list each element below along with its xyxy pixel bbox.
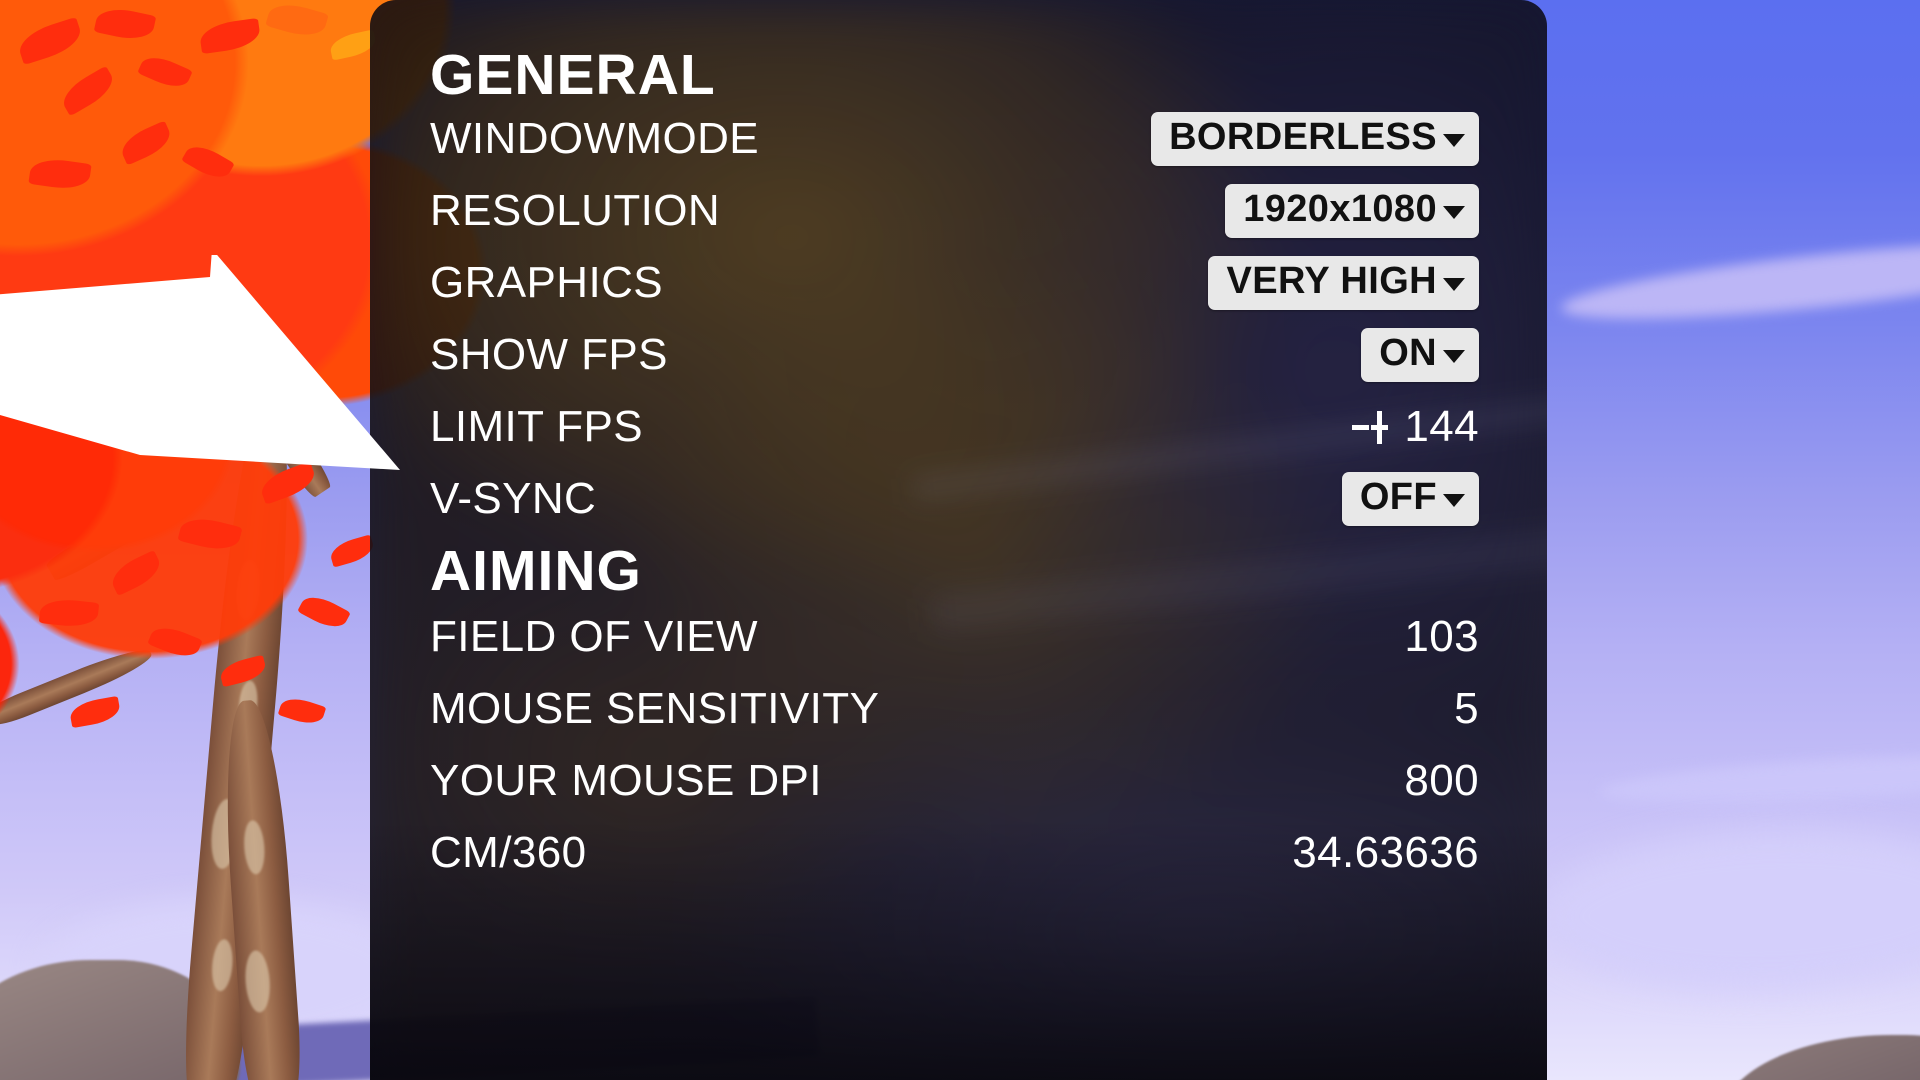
- panel-bottom-vignette: [370, 820, 1547, 1080]
- setting-label: SHOW FPS: [430, 330, 668, 379]
- settings-content: GENERAL WINDOWMODE BORDERLESS RESOLUTION…: [370, 0, 1547, 1080]
- plus-icon-vertical: [1377, 411, 1383, 444]
- show-fps-dropdown[interactable]: ON: [1361, 328, 1479, 382]
- cm360-value: 34.63636: [1292, 828, 1479, 877]
- graphics-dropdown[interactable]: VERY HIGH: [1208, 256, 1479, 310]
- limit-fps-stepper[interactable]: 144: [1352, 405, 1479, 449]
- setting-label: RESOLUTION: [430, 186, 721, 235]
- setting-row-resolution[interactable]: RESOLUTION 1920x1080: [430, 182, 1479, 240]
- section-title-aiming: AIMING: [430, 539, 642, 603]
- setting-label: WINDOWMODE: [430, 114, 760, 163]
- vsync-dropdown[interactable]: OFF: [1341, 472, 1479, 526]
- setting-row-cm360[interactable]: CM/360 34.63636: [430, 824, 1479, 882]
- mouse-sensitivity-value: 5: [1454, 684, 1479, 733]
- windowmode-dropdown[interactable]: BORDERLESS: [1151, 112, 1479, 166]
- chevron-down-icon: [1443, 350, 1465, 364]
- setting-row-graphics[interactable]: GRAPHICS VERY HIGH: [430, 254, 1479, 312]
- setting-row-field-of-view[interactable]: FIELD OF VIEW 103: [430, 608, 1479, 666]
- setting-row-vsync[interactable]: V-SYNC OFF: [430, 470, 1479, 528]
- chevron-down-icon: [1443, 134, 1465, 148]
- minus-plus-stepper-icon[interactable]: [1352, 405, 1389, 449]
- field-of-view-value: 103: [1404, 612, 1479, 661]
- setting-row-mouse-sensitivity[interactable]: MOUSE SENSITIVITY 5: [430, 680, 1479, 738]
- setting-label: FIELD OF VIEW: [430, 612, 758, 661]
- dropdown-value: OFF: [1359, 476, 1437, 519]
- section-title-general: GENERAL: [430, 43, 716, 107]
- setting-row-limit-fps[interactable]: LIMIT FPS 144: [430, 398, 1479, 456]
- mouse-dpi-value: 800: [1404, 756, 1479, 805]
- resolution-dropdown[interactable]: 1920x1080: [1225, 184, 1479, 238]
- pointer-arrow: [0, 255, 400, 470]
- dropdown-value: ON: [1379, 332, 1437, 375]
- setting-row-windowmode[interactable]: WINDOWMODE BORDERLESS: [430, 110, 1479, 168]
- setting-label: MOUSE SENSITIVITY: [430, 684, 880, 733]
- setting-label: CM/360: [430, 828, 587, 877]
- limit-fps-value: 144: [1404, 402, 1479, 451]
- setting-label: YOUR MOUSE DPI: [430, 756, 822, 805]
- settings-panel: GENERAL WINDOWMODE BORDERLESS RESOLUTION…: [370, 0, 1547, 1080]
- dropdown-value: VERY HIGH: [1226, 260, 1437, 303]
- setting-label: GRAPHICS: [430, 258, 664, 307]
- chevron-down-icon: [1443, 494, 1465, 508]
- dropdown-value: 1920x1080: [1243, 188, 1437, 231]
- setting-label: V-SYNC: [430, 474, 597, 523]
- setting-row-mouse-dpi[interactable]: YOUR MOUSE DPI 800: [430, 752, 1479, 810]
- setting-row-show-fps[interactable]: SHOW FPS ON: [430, 326, 1479, 384]
- chevron-down-icon: [1443, 278, 1465, 292]
- minus-icon[interactable]: [1352, 425, 1370, 430]
- chevron-down-icon: [1443, 206, 1465, 220]
- setting-label: LIMIT FPS: [430, 402, 644, 451]
- dropdown-value: BORDERLESS: [1169, 116, 1437, 159]
